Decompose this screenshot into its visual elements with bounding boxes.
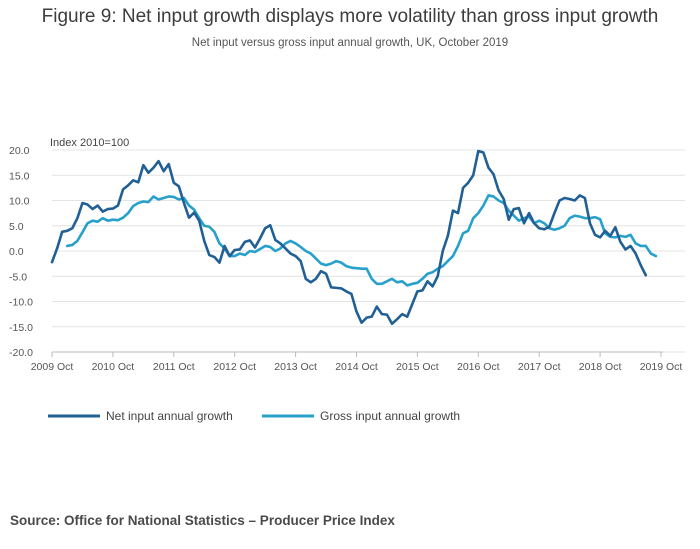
y-tick-label: -5.0 — [9, 271, 27, 283]
x-tick-label: 2011 Oct — [153, 361, 195, 373]
x-tick-label: 2015 Oct — [396, 361, 439, 373]
gridlines — [52, 149, 685, 353]
y-axis-title: Index 2010=100 — [50, 137, 129, 149]
tick-labels: -20.0 -15.0 -10.0 -5.0 0.0 5.0 10.0 15.0 20.0 200… — [9, 145, 682, 373]
chart-title: Figure 9: Net input growth displays more… — [41, 6, 659, 27]
y-tick-label: -20.0 — [9, 347, 33, 359]
x-tick-label: 2018 Oct — [579, 361, 622, 373]
y-tick-label: 20.0 — [9, 145, 30, 157]
x-axis — [51, 351, 663, 357]
series-line — [50, 149, 648, 326]
legend-label: Gross input annual growth — [320, 409, 460, 423]
source-note: Source: Office for National Statistics –… — [10, 513, 395, 528]
chart-subtitle: Net input versus gross input annual grow… — [191, 37, 509, 49]
legend: Net input annual growth Gross input annua… — [48, 409, 460, 423]
y-tick-label: -15.0 — [9, 322, 33, 334]
x-tick-label: 2014 Oct — [335, 361, 378, 373]
x-tick-label: 2016 Oct — [457, 361, 500, 373]
x-tick-label: 2010 Oct — [92, 361, 135, 373]
series-line — [65, 194, 658, 287]
series-lines — [50, 149, 658, 326]
y-tick-label: 0.0 — [9, 246, 24, 258]
y-tick-label: 15.0 — [9, 170, 30, 182]
x-tick-label: 2019 Oct — [640, 361, 683, 373]
x-tick-label: 2017 Oct — [518, 361, 561, 373]
y-tick-label: 5.0 — [9, 221, 24, 233]
legend-label: Net input annual growth — [106, 409, 233, 423]
x-tick-label: 2013 Oct — [274, 361, 317, 373]
y-tick-label: 10.0 — [9, 196, 30, 208]
x-tick-label: 2012 Oct — [213, 361, 256, 373]
x-tick-label: 2009 Oct — [31, 361, 74, 373]
y-tick-label: -10.0 — [9, 297, 33, 309]
